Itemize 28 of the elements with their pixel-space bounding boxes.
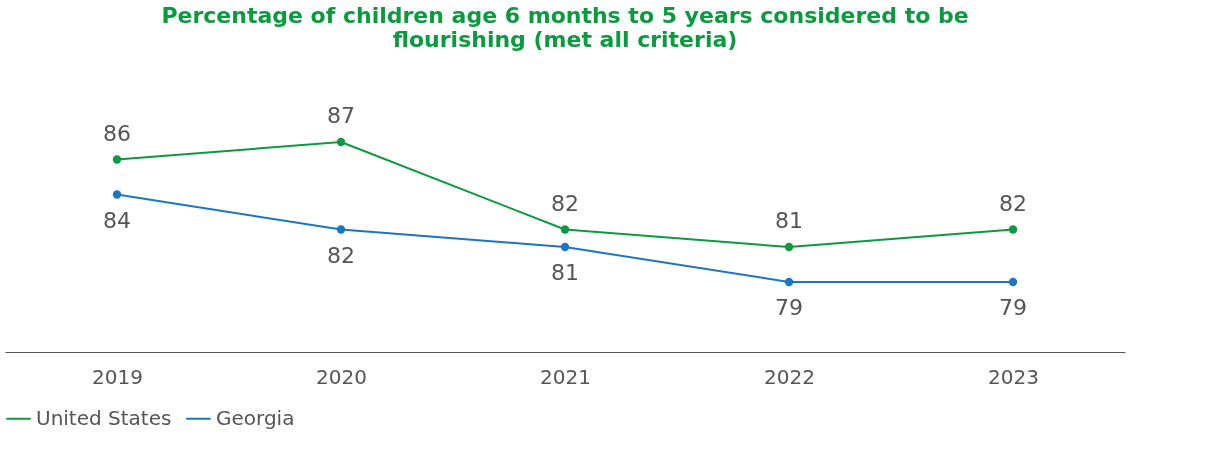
- x-tick-label: 2023: [988, 364, 1039, 389]
- data-label: 81: [775, 208, 803, 233]
- point: [1008, 277, 1018, 287]
- x-tick-label: 2022: [764, 364, 815, 389]
- point: [112, 190, 122, 199]
- x-tick-label: 2019: [92, 364, 143, 389]
- legend-label: Georgia: [216, 405, 295, 430]
- point: [784, 277, 794, 287]
- x-tick-label: 2021: [540, 364, 591, 389]
- data-label: 79: [775, 295, 803, 320]
- data-label: 79: [999, 295, 1027, 320]
- data-label: 84: [103, 207, 131, 233]
- point: [1008, 225, 1018, 234]
- legend-label: United States: [36, 405, 172, 430]
- point: [336, 137, 346, 147]
- x-tick-label: 2020: [316, 364, 367, 389]
- data-label: 82: [551, 190, 579, 216]
- point: [560, 225, 570, 234]
- point: [560, 242, 570, 252]
- data-label: 86: [103, 120, 131, 146]
- point: [112, 155, 122, 164]
- data-label: 82: [327, 242, 355, 268]
- point: [784, 242, 794, 252]
- chart-title: Percentage of children age 6 months to 5 years considered to be flourishing (met all criteria): [161, 3, 969, 52]
- data-label: 87: [327, 103, 355, 128]
- data-label: 81: [551, 260, 579, 285]
- point: [336, 225, 346, 234]
- data-label: 82: [999, 190, 1027, 216]
